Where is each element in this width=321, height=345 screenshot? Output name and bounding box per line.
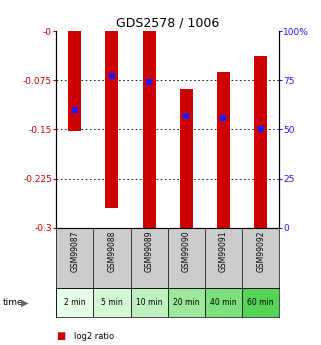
Text: log2 ratio: log2 ratio: [74, 332, 114, 341]
Text: GSM99090: GSM99090: [182, 231, 191, 272]
Bar: [105, 31, 118, 208]
Bar: [168, 288, 205, 317]
Bar: [143, 31, 156, 229]
Text: GSM99089: GSM99089: [145, 231, 154, 272]
Bar: [93, 288, 131, 317]
Bar: [131, 288, 168, 317]
Text: ■: ■: [56, 332, 65, 341]
Text: 5 min: 5 min: [101, 298, 123, 307]
Bar: [56, 288, 93, 317]
Text: GSM99091: GSM99091: [219, 231, 228, 272]
Bar: [254, 56, 267, 229]
Bar: [205, 288, 242, 317]
Text: 20 min: 20 min: [173, 298, 200, 307]
Text: GSM99087: GSM99087: [70, 231, 79, 272]
Bar: [180, 89, 193, 229]
Bar: [242, 288, 279, 317]
Text: GSM99092: GSM99092: [256, 231, 265, 272]
Bar: [217, 72, 230, 229]
Text: 10 min: 10 min: [136, 298, 162, 307]
Text: 40 min: 40 min: [210, 298, 237, 307]
Title: GDS2578 / 1006: GDS2578 / 1006: [116, 17, 219, 30]
Text: ▶: ▶: [21, 298, 28, 308]
Text: 60 min: 60 min: [247, 298, 274, 307]
Text: 2 min: 2 min: [64, 298, 86, 307]
Text: time: time: [3, 298, 24, 307]
Bar: [68, 31, 81, 131]
Text: GSM99088: GSM99088: [108, 231, 117, 272]
